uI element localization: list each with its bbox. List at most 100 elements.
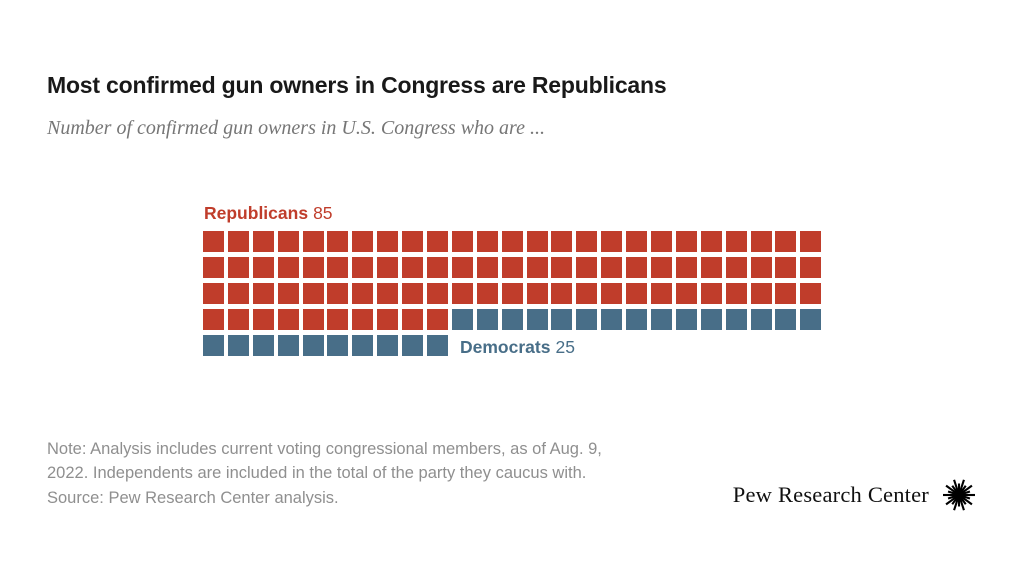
waffle-cell-republicans: [227, 231, 249, 252]
waffle-cell-republicans: [651, 257, 673, 278]
waffle-cell-republicans: [327, 309, 349, 330]
waffle-cell-republicans: [675, 283, 697, 304]
waffle-cell-republicans: [402, 283, 424, 304]
waffle-cell-republicans: [203, 283, 224, 304]
waffle-cell-republicans: [700, 257, 722, 278]
waffle-cell-republicans: [775, 283, 797, 304]
waffle-cell-republicans: [675, 231, 697, 252]
republicans-label-value: 85: [313, 203, 333, 223]
waffle-cell-republicans: [327, 283, 349, 304]
waffle-cell-republicans: [352, 283, 374, 304]
waffle-cell-democrats: [800, 309, 822, 330]
waffle-cell-republicans: [227, 283, 249, 304]
waffle-cell-republicans: [451, 283, 473, 304]
waffle-cell-democrats: [601, 309, 623, 330]
waffle-cell-democrats: [551, 309, 573, 330]
waffle-cell-democrats: [252, 335, 274, 356]
waffle-cell-republicans: [277, 309, 299, 330]
waffle-cell-republicans: [451, 257, 473, 278]
democrats-series-label: Democrats 25: [460, 337, 575, 358]
waffle-cell-republicans: [501, 283, 523, 304]
waffle-cell-republicans: [725, 283, 747, 304]
waffle-cell-democrats: [377, 335, 399, 356]
waffle-cell-republicans: [775, 231, 797, 252]
waffle-cell-republicans: [252, 231, 274, 252]
chart-note: Note: Analysis includes current voting c…: [47, 437, 602, 510]
waffle-cell-republicans: [227, 309, 249, 330]
waffle-cell-republicans: [302, 309, 324, 330]
note-line-1: Note: Analysis includes current voting c…: [47, 440, 602, 458]
waffle-cell-republicans: [327, 257, 349, 278]
waffle-cell-republicans: [377, 257, 399, 278]
waffle-cell-democrats: [775, 309, 797, 330]
waffle-cell-republicans: [427, 231, 449, 252]
waffle-cell-republicans: [252, 257, 274, 278]
waffle-cell-democrats: [700, 309, 722, 330]
waffle-cell-democrats: [476, 309, 498, 330]
waffle-cell-republicans: [427, 309, 449, 330]
waffle-cell-republicans: [750, 231, 772, 252]
waffle-cell-republicans: [476, 283, 498, 304]
waffle-cell-republicans: [601, 257, 623, 278]
waffle-cell-republicans: [427, 257, 449, 278]
waffle-cell-democrats: [352, 335, 374, 356]
waffle-cell-republicans: [576, 257, 598, 278]
waffle-cell-republicans: [352, 309, 374, 330]
branding: Pew Research Center: [733, 477, 977, 513]
waffle-cell-democrats: [725, 309, 747, 330]
republicans-label-name: Republicans: [204, 203, 309, 223]
waffle-cell-republicans: [800, 257, 822, 278]
waffle-cell-republicans: [501, 257, 523, 278]
waffle-cell-republicans: [800, 231, 822, 252]
waffle-cell-republicans: [551, 231, 573, 252]
note-line-2: 2022. Independents are included in the t…: [47, 464, 587, 483]
waffle-cell-republicans: [526, 283, 548, 304]
republicans-series-label: Republicans 85: [204, 203, 333, 224]
waffle-cell-republicans: [476, 231, 498, 252]
waffle-cell-democrats: [675, 309, 697, 330]
waffle-cell-republicans: [626, 257, 648, 278]
waffle-cell-republicans: [775, 257, 797, 278]
democrats-label-value: 25: [555, 337, 575, 357]
waffle-cell-republicans: [626, 231, 648, 252]
source-line: Source: Pew Research Center analysis.: [47, 488, 339, 507]
waffle-cell-republicans: [725, 257, 747, 278]
waffle-cell-republicans: [626, 283, 648, 304]
pew-logo-text: Pew Research Center: [732, 482, 929, 507]
waffle-cell-republicans: [576, 231, 598, 252]
waffle-cell-republicans: [252, 283, 274, 304]
waffle-cell-republicans: [651, 283, 673, 304]
waffle-cell-democrats: [302, 335, 324, 356]
waffle-cell-republicans: [302, 283, 324, 304]
waffle-cell-republicans: [476, 257, 498, 278]
waffle-cell-republicans: [750, 283, 772, 304]
waffle-cell-republicans: [451, 231, 473, 252]
waffle-cell-democrats: [501, 309, 523, 330]
waffle-cell-democrats: [277, 335, 299, 356]
waffle-grid: [203, 231, 822, 356]
waffle-cell-republicans: [551, 283, 573, 304]
waffle-cell-republicans: [352, 231, 374, 252]
waffle-cell-republicans: [800, 283, 822, 304]
waffle-cell-democrats: [227, 335, 249, 356]
waffle-cell-republicans: [377, 309, 399, 330]
waffle-cell-republicans: [725, 231, 747, 252]
waffle-cell-democrats: [626, 309, 648, 330]
waffle-cell-republicans: [227, 257, 249, 278]
waffle-cell-republicans: [402, 257, 424, 278]
waffle-cell-democrats: [327, 335, 349, 356]
waffle-cell-democrats: [576, 309, 598, 330]
waffle-cell-republicans: [302, 257, 324, 278]
waffle-cell-democrats: [402, 335, 424, 356]
waffle-cell-democrats: [651, 309, 673, 330]
chart-subtitle: Number of confirmed gun owners in U.S. C…: [47, 117, 545, 139]
waffle-cell-republicans: [252, 309, 274, 330]
waffle-cell-democrats: [526, 309, 548, 330]
waffle-cell-republicans: [203, 309, 224, 330]
waffle-cell-republicans: [427, 283, 449, 304]
waffle-cell-republicans: [551, 257, 573, 278]
waffle-cell-republicans: [651, 231, 673, 252]
waffle-cell-republicans: [277, 283, 299, 304]
waffle-cell-republicans: [700, 231, 722, 252]
